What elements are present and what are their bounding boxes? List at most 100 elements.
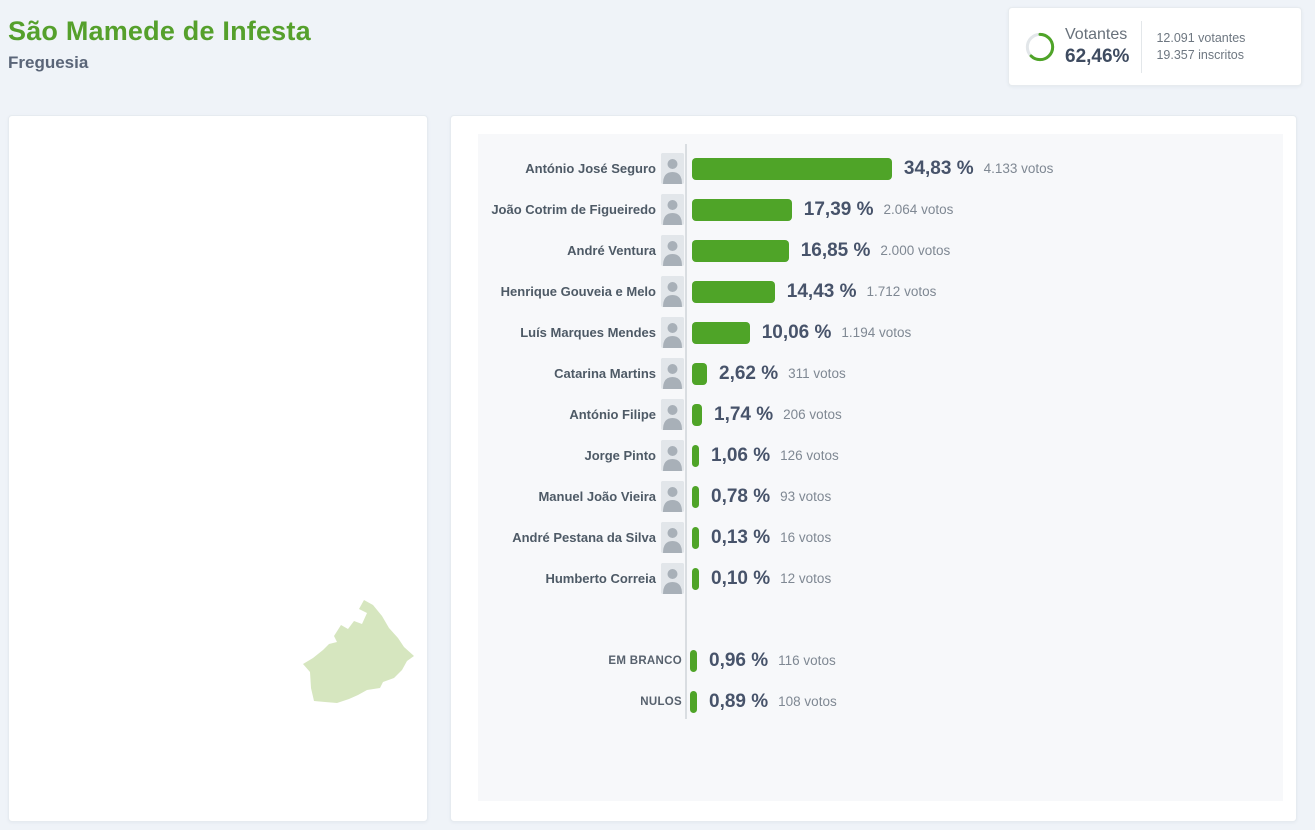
bar-zone: 1,06 % 126 votos xyxy=(692,444,839,467)
person-icon xyxy=(661,563,684,594)
result-row: António José Seguro 34,83 % 4.133 votos xyxy=(478,148,1283,189)
candidate-name: Manuel João Vieira xyxy=(538,489,656,504)
page-subtitle: Freguesia xyxy=(8,53,89,72)
result-row: Catarina Martins 2,62 % 311 votos xyxy=(478,353,1283,394)
candidate-avatar xyxy=(661,153,684,184)
candidate-name: André Pestana da Silva xyxy=(512,530,656,545)
person-icon xyxy=(661,522,684,553)
candidate-name: Luís Marques Mendes xyxy=(520,325,656,340)
result-votes: 311 votos xyxy=(788,366,846,381)
result-row: Henrique Gouveia e Melo 14,43 % 1.712 vo… xyxy=(478,271,1283,312)
bar-zone: 0,89 % 108 votos xyxy=(690,690,837,713)
result-percent: 0,89 % xyxy=(709,690,769,712)
result-row: André Ventura 16,85 % 2.000 votos xyxy=(478,230,1283,271)
result-row: António Filipe 1,74 % 206 votos xyxy=(478,394,1283,435)
result-votes: 93 votos xyxy=(780,489,832,504)
turnout-voters: 12.091 votantes xyxy=(1156,30,1246,45)
candidate-avatar xyxy=(661,317,684,348)
turnout-percent: 62,46% xyxy=(1065,45,1130,67)
chart-axis-line xyxy=(685,144,687,719)
turnout-registered: 19.357 inscritos xyxy=(1156,47,1245,62)
result-row: Humberto Correia 0,10 % 12 votos xyxy=(478,558,1283,599)
result-votes: 4.133 votos xyxy=(983,161,1054,176)
bar-zone: 14,43 % 1.712 votos xyxy=(692,280,937,303)
result-row: João Cotrim de Figueiredo 17,39 % 2.064 … xyxy=(478,189,1283,230)
result-row: Luís Marques Mendes 10,06 % 1.194 votos xyxy=(478,312,1283,353)
result-percent: 2,62 % xyxy=(719,362,779,384)
result-bar xyxy=(690,690,697,713)
candidate-avatar xyxy=(661,481,684,512)
turnout-divider xyxy=(1141,20,1143,73)
result-votes: 2.064 votos xyxy=(883,202,954,217)
candidate-name: António Filipe xyxy=(569,407,656,422)
result-bar xyxy=(692,198,792,221)
bar-zone: 34,83 % 4.133 votos xyxy=(692,157,1054,180)
candidate-name: António José Seguro xyxy=(525,161,656,176)
freguesia-polygon xyxy=(303,600,414,703)
bar-zone: 10,06 % 1.194 votos xyxy=(692,321,912,344)
turnout-card: Votantes 62,46% 12.091 votantes 19.357 i… xyxy=(1008,7,1302,86)
result-votes: 1.194 votos xyxy=(841,325,912,340)
person-icon xyxy=(661,153,684,184)
person-icon xyxy=(661,235,684,266)
result-bar xyxy=(692,567,699,590)
result-percent: 0,13 % xyxy=(711,526,771,548)
page-header: São Mamede de Infesta Freguesia xyxy=(8,16,311,73)
candidate-name: Catarina Martins xyxy=(554,366,656,381)
result-percent: 1,06 % xyxy=(711,444,771,466)
result-votes: 116 votos xyxy=(778,653,836,668)
bar-zone: 0,96 % 116 votos xyxy=(690,649,836,672)
candidate-avatar xyxy=(661,276,684,307)
result-percent: 0,10 % xyxy=(711,567,771,589)
candidate-avatar xyxy=(661,563,684,594)
chart-rows: António José Seguro 34,83 % 4.133 votos … xyxy=(478,148,1283,722)
person-icon xyxy=(661,440,684,471)
result-votes: 12 votos xyxy=(780,571,832,586)
result-votes: 126 votos xyxy=(780,448,839,463)
turnout-detail: 12.091 votantes 19.357 inscritos xyxy=(1156,30,1245,64)
candidate-name: André Ventura xyxy=(567,243,656,258)
map-panel xyxy=(8,115,428,822)
result-votes: 2.000 votos xyxy=(880,243,951,258)
candidate-avatar xyxy=(661,194,684,225)
bar-zone: 16,85 % 2.000 votos xyxy=(692,239,951,262)
result-row: André Pestana da Silva 0,13 % 16 votos xyxy=(478,517,1283,558)
result-bar xyxy=(692,157,892,180)
result-row: Jorge Pinto 1,06 % 126 votos xyxy=(478,435,1283,476)
candidate-name: João Cotrim de Figueiredo xyxy=(491,202,656,217)
results-panel: António José Seguro 34,83 % 4.133 votos … xyxy=(450,115,1297,822)
result-percent: 1,74 % xyxy=(714,403,774,425)
candidate-avatar xyxy=(661,440,684,471)
result-percent: 14,43 % xyxy=(786,280,857,302)
candidate-name: NULOS xyxy=(640,695,682,708)
freguesia-map-shape[interactable] xyxy=(301,598,414,709)
result-bar xyxy=(692,239,789,262)
result-bar xyxy=(692,403,702,426)
rows-spacer xyxy=(478,599,1283,640)
result-bar xyxy=(692,485,699,508)
result-votes: 1.712 votos xyxy=(866,284,937,299)
result-row: EM BRANCO 0,96 % 116 votos xyxy=(478,640,1283,681)
result-bar xyxy=(690,649,697,672)
result-bar xyxy=(692,526,699,549)
result-bar xyxy=(692,321,750,344)
bar-zone: 0,13 % 16 votos xyxy=(692,526,832,549)
person-icon xyxy=(661,194,684,225)
result-votes: 16 votos xyxy=(780,530,832,545)
result-percent: 16,85 % xyxy=(800,239,871,261)
candidate-avatar xyxy=(661,399,684,430)
result-row: Manuel João Vieira 0,78 % 93 votos xyxy=(478,476,1283,517)
person-icon xyxy=(661,276,684,307)
result-percent: 0,78 % xyxy=(711,485,771,507)
result-votes: 206 votos xyxy=(783,407,842,422)
turnout-donut-icon xyxy=(1025,32,1055,62)
candidate-avatar xyxy=(661,358,684,389)
result-percent: 17,39 % xyxy=(803,198,874,220)
bar-zone: 1,74 % 206 votos xyxy=(692,403,842,426)
result-row: NULOS 0,89 % 108 votos xyxy=(478,681,1283,722)
turnout-summary: Votantes 62,46% xyxy=(1065,26,1129,68)
candidate-avatar xyxy=(661,522,684,553)
bar-zone: 2,62 % 311 votos xyxy=(692,362,846,385)
result-bar xyxy=(692,444,699,467)
